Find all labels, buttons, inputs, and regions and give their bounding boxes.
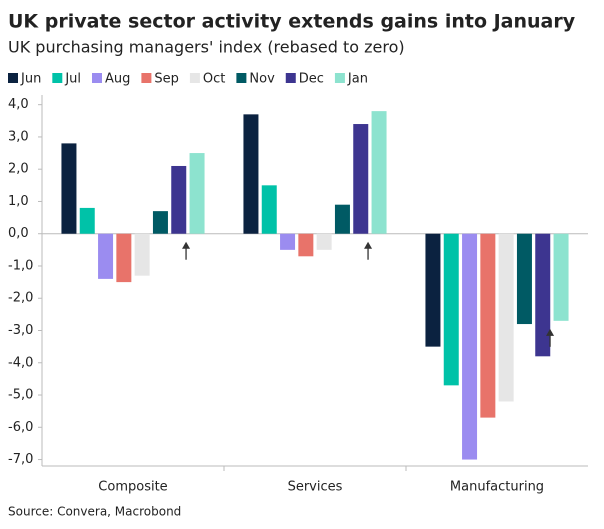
bar — [553, 233, 569, 321]
source-note: Source: Convera, Macrobond — [8, 505, 181, 519]
legend-label: Aug — [105, 72, 130, 87]
y-tick-label: 0,0 — [8, 226, 29, 241]
bar — [116, 233, 132, 283]
bar — [425, 233, 441, 347]
legend-swatch — [285, 73, 296, 83]
bar — [98, 233, 114, 279]
y-tick-label: 2,0 — [8, 162, 29, 177]
bar — [371, 111, 387, 234]
legend-label: Nov — [249, 72, 275, 87]
legend-label: Sep — [154, 72, 179, 87]
legend-swatch — [189, 73, 200, 83]
y-tick-label: 3,0 — [8, 129, 29, 144]
bar — [516, 233, 532, 325]
y-tick-label: -1,0 — [8, 258, 33, 273]
legend-swatch — [236, 73, 247, 83]
x-tick-label: Services — [288, 480, 343, 495]
bar — [462, 233, 478, 460]
y-tick-label: -2,0 — [8, 291, 33, 306]
legend-label: Oct — [203, 72, 225, 87]
y-tick-label: -3,0 — [8, 323, 33, 338]
y-tick-label: -4,0 — [8, 355, 33, 370]
bar — [480, 233, 496, 418]
bar — [152, 211, 168, 234]
bar — [61, 143, 77, 234]
legend-swatch — [92, 73, 102, 83]
bar — [298, 233, 314, 257]
legend-swatch — [141, 73, 152, 83]
bar — [243, 114, 259, 234]
y-tick-label: -7,0 — [8, 452, 33, 467]
y-tick-label: -6,0 — [8, 420, 33, 435]
annotation-arrowhead — [364, 241, 373, 249]
x-tick-label: Manufacturing — [450, 480, 544, 495]
legend-swatch — [8, 73, 18, 83]
legend-label: Jun — [20, 72, 41, 87]
annotation-arrowhead — [182, 241, 191, 249]
legend-swatch — [334, 73, 345, 83]
chart-title: UK private sector activity extends gains… — [8, 11, 576, 33]
bar — [334, 204, 350, 234]
bar — [79, 207, 95, 234]
bar — [280, 233, 296, 250]
bar — [443, 233, 459, 386]
y-tick-label: -5,0 — [8, 388, 33, 403]
bar — [316, 233, 332, 250]
chart-subtitle: UK purchasing managers' index (rebased t… — [8, 38, 405, 57]
bar — [353, 124, 369, 234]
bar — [261, 185, 277, 234]
legend-swatch — [52, 73, 63, 83]
legend-label: Jul — [64, 72, 81, 87]
y-tick-label: 4,0 — [8, 97, 29, 112]
bar — [134, 233, 150, 276]
annotation-arrowhead — [546, 328, 555, 336]
legend-label: Dec — [299, 72, 324, 87]
bar — [171, 165, 187, 234]
y-tick-label: 1,0 — [8, 194, 29, 209]
legend-label: Jan — [347, 72, 368, 87]
bar — [535, 233, 551, 357]
x-tick-label: Composite — [98, 480, 167, 495]
bar — [498, 233, 514, 402]
bar — [189, 153, 205, 234]
